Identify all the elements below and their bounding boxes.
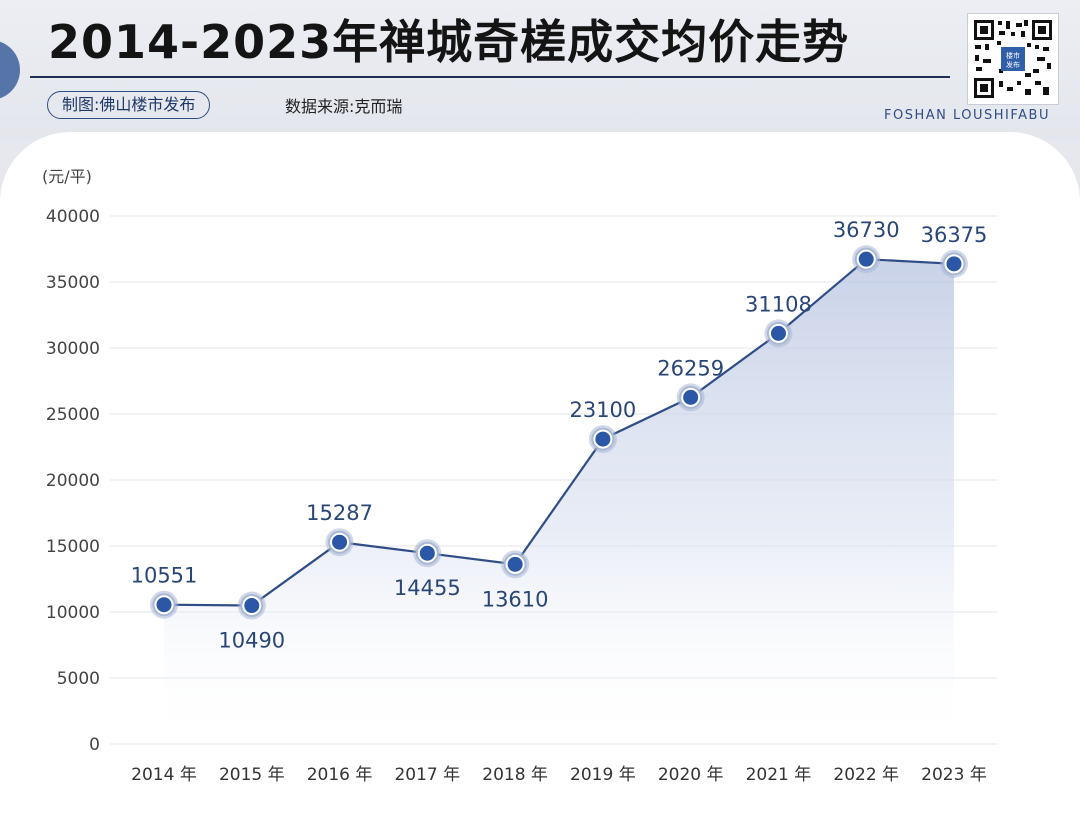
data-point (150, 590, 178, 619)
y-tick-label: 15000 (46, 537, 100, 557)
data-point (237, 591, 266, 620)
page-title: 2014-2023年禅城奇槎成交均价走势 (48, 15, 850, 69)
y-tick-label: 5000 (57, 669, 100, 689)
data-point-marker (683, 389, 699, 405)
x-tick-label: 2021 年 (746, 765, 812, 785)
y-tick-label: 0 (89, 735, 100, 755)
data-label: 23100 (569, 398, 636, 422)
data-label: 10551 (131, 564, 198, 588)
data-point (413, 539, 442, 568)
credit-badge: 制图:佛山楼市发布 (47, 91, 211, 119)
data-point (764, 319, 793, 348)
data-point-marker (507, 556, 523, 572)
qr-caption-line1: 楼市 (1006, 51, 1020, 60)
data-point-marker (419, 545, 435, 561)
data-point-marker (858, 251, 874, 267)
data-point (501, 550, 530, 579)
data-source: 数据来源:克而瑞 (285, 97, 403, 116)
data-point (940, 249, 968, 278)
data-point-marker (770, 325, 786, 341)
header-accent (0, 40, 20, 100)
y-tick-label: 20000 (46, 471, 100, 491)
area-fill (164, 259, 954, 744)
y-tick-label: 30000 (46, 339, 100, 359)
x-tick-labels: 2014 年 2015 年 2016 年 2017 年 2018 年 2019 年 2020… (131, 765, 987, 785)
data-label: 10490 (218, 629, 285, 653)
title-underline (30, 76, 950, 78)
data-label: 36730 (833, 218, 900, 242)
data-point (852, 245, 881, 274)
x-tick-label: 2014 年 (131, 765, 197, 785)
series-line (163, 258, 955, 607)
data-labels: 10551 10490 15287 14455 13610 23100 26259 31108… (131, 218, 988, 652)
data-label: 15287 (306, 501, 373, 525)
data-point-marker (595, 431, 611, 447)
data-point-marker (244, 598, 260, 614)
data-label: 26259 (657, 356, 724, 380)
y-tick-label: 40000 (46, 207, 100, 227)
data-point (325, 528, 354, 557)
data-label: 14455 (394, 576, 461, 600)
header-band: 2014-2023年禅城奇槎成交均价走势 制图:佛山楼市发布 数据来源:克而瑞 … (0, 0, 1080, 140)
data-point (676, 383, 705, 412)
data-label: 13610 (482, 587, 549, 611)
x-tick-label: 2020 年 (658, 765, 724, 785)
data-label: 31108 (745, 292, 812, 316)
x-tick-label: 2022 年 (833, 765, 899, 785)
y-tick-labels: 0 5000 10000 15000 20000 25000 30000 35000 40000 (46, 207, 100, 755)
data-point-marker (156, 597, 172, 613)
qr-code-icon: 楼市 发布 (968, 14, 1058, 104)
data-point (588, 425, 617, 454)
data-point-marker (332, 534, 348, 550)
data-point-marker (946, 256, 962, 272)
x-tick-label: 2019 年 (570, 765, 636, 785)
x-tick-label: 2016 年 (307, 765, 373, 785)
y-tick-label: 25000 (46, 405, 100, 425)
qr-code-graphic: 楼市 发布 (971, 17, 1055, 101)
data-points (150, 245, 968, 620)
data-label: 36375 (921, 223, 988, 247)
qr-caption-line2: 发布 (1006, 60, 1020, 69)
brand-name: FOSHAN LOUSHIFABU (884, 108, 1050, 123)
x-tick-label: 2015 年 (219, 765, 285, 785)
y-tick-label: 10000 (46, 603, 100, 623)
x-tick-label: 2018 年 (482, 765, 548, 785)
x-tick-label: 2023 年 (921, 765, 987, 785)
y-axis-label: (元/平) (42, 167, 92, 186)
x-tick-label: 2017 年 (394, 765, 460, 785)
y-tick-label: 35000 (46, 273, 100, 293)
